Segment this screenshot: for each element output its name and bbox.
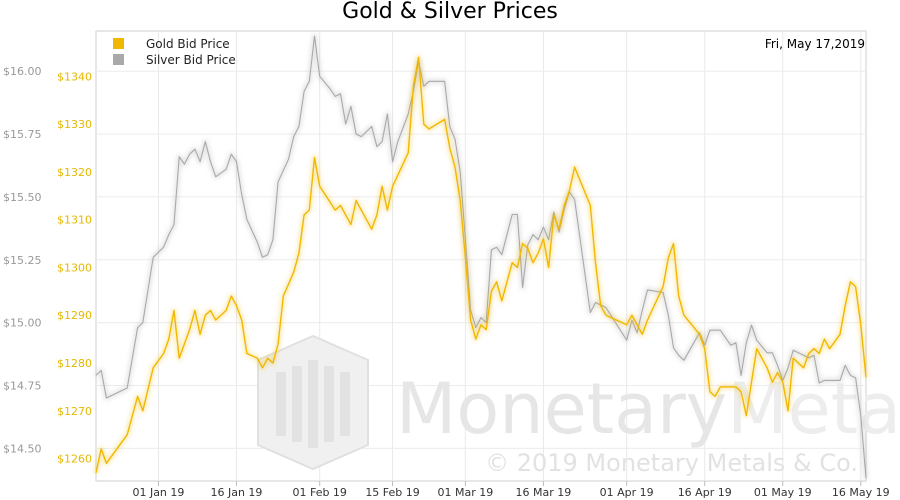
vertical-gridlines <box>157 31 862 481</box>
right-tick-label: $1300 <box>57 261 92 274</box>
legend-swatch-silver <box>113 54 124 65</box>
right-tick-label: $1320 <box>57 166 92 179</box>
x-tick-label: 16 May 19 <box>832 486 890 499</box>
x-axis-ticks: 01 Jan 19 16 Jan 19 01 Feb 19 15 Feb 19 01 M… <box>132 481 890 499</box>
date-label: Fri, May 17,2019 <box>765 37 865 51</box>
left-tick-label: $15.00 <box>3 317 42 330</box>
right-axis-ticks: $1260 $1270 $1280 $1290 $1300 $1310 $1320 $1330… <box>57 70 92 465</box>
left-tick-label: $14.75 <box>3 379 42 392</box>
right-tick-label: $1330 <box>57 118 92 131</box>
plot-frame <box>95 30 867 482</box>
right-tick-label: $1340 <box>57 70 92 83</box>
x-tick-label: 16 Apr 19 <box>678 486 732 499</box>
right-tick-label: $1310 <box>57 214 92 227</box>
series-layer <box>93 33 869 479</box>
right-tick-label: $1260 <box>57 453 92 466</box>
gold-bid-price-line <box>95 56 867 474</box>
legend: Gold Bid Price Silver Bid Price <box>113 37 236 67</box>
plot-area <box>95 30 867 482</box>
x-tick-label: 16 Mar 19 <box>516 486 572 499</box>
left-tick-label: $15.50 <box>3 191 42 204</box>
left-axis-ticks: $14.50 $14.75 $15.00 $15.25 $15.50 $15.75 $16.… <box>3 65 42 455</box>
right-tick-label: $1290 <box>57 309 92 322</box>
legend-label-silver: Silver Bid Price <box>146 53 236 67</box>
x-tick-label: 01 May 19 <box>754 486 812 499</box>
left-tick-label: $15.75 <box>3 128 42 141</box>
right-tick-label: $1270 <box>57 405 92 418</box>
legend-label-gold: Gold Bid Price <box>146 37 230 51</box>
chart-title: Gold & Silver Prices <box>342 0 558 24</box>
x-tick-label: 01 Jan 19 <box>132 486 184 499</box>
x-tick-label: 01 Feb 19 <box>292 486 346 499</box>
watermark-logo <box>257 334 369 471</box>
x-tick-label: 01 Mar 19 <box>438 486 494 499</box>
watermark-copyright: © 2019 Monetary Metals & Co. <box>485 449 858 477</box>
silver-bid-price-line <box>95 35 867 479</box>
legend-swatch-gold <box>113 38 124 49</box>
left-tick-label: $14.50 <box>3 442 42 455</box>
left-tick-label: $15.25 <box>3 254 42 267</box>
x-tick-label: 16 Jan 19 <box>210 486 262 499</box>
left-tick-label: $16.00 <box>3 65 42 78</box>
x-tick-label: 01 Apr 19 <box>600 486 654 499</box>
right-tick-label: $1280 <box>57 357 92 370</box>
x-tick-label: 15 Feb 19 <box>365 486 419 499</box>
